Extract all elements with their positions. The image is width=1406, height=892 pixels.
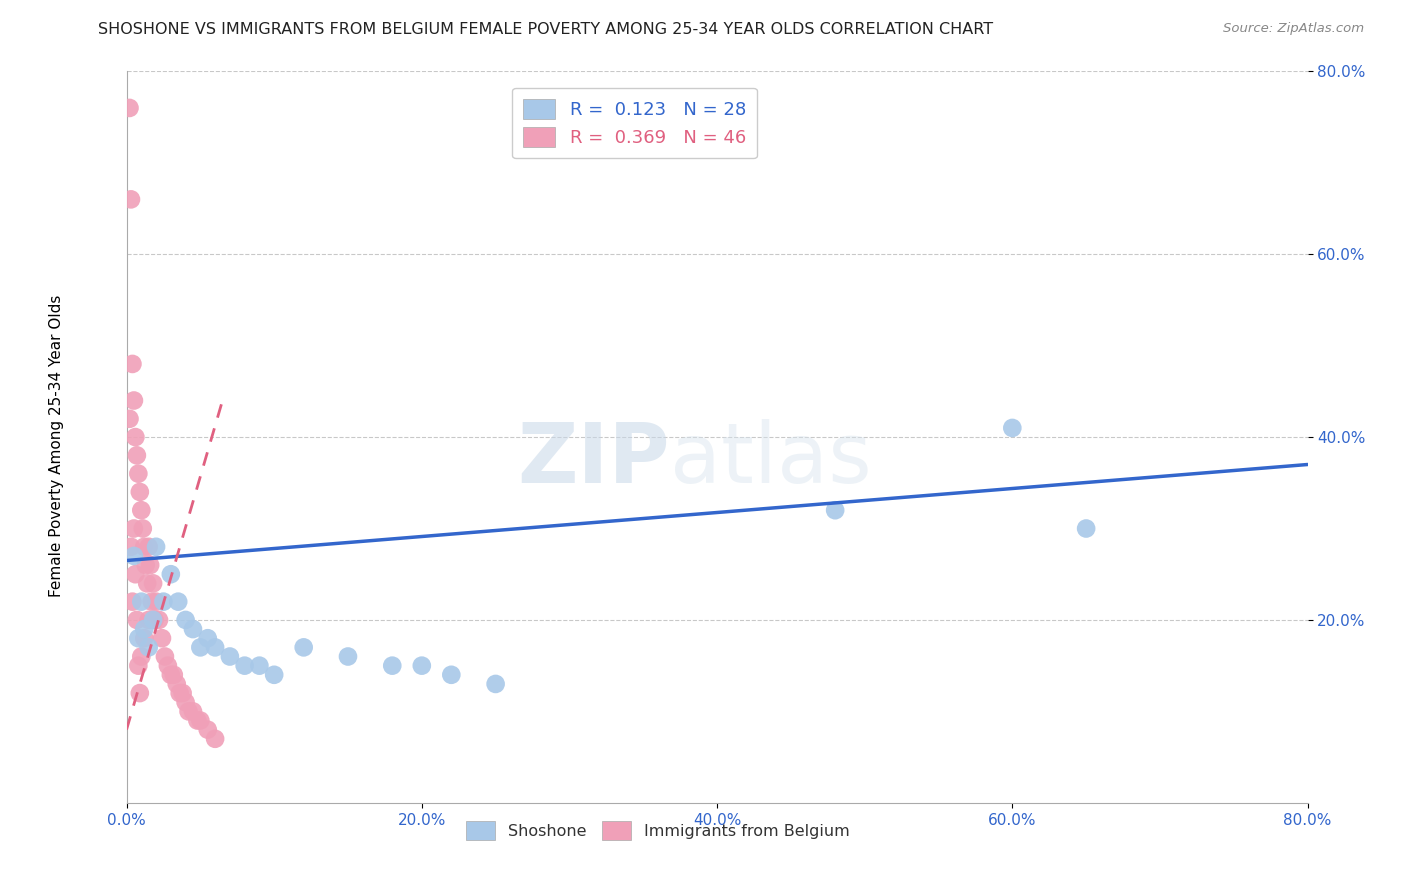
- Point: [337, 649, 360, 664]
- Point: [138, 640, 160, 655]
- Point: [188, 714, 212, 728]
- Point: [134, 632, 156, 646]
- Point: [181, 622, 204, 636]
- Point: [122, 549, 145, 563]
- Point: [122, 393, 145, 408]
- Point: [132, 521, 155, 535]
- Point: [124, 430, 146, 444]
- Point: [122, 521, 145, 535]
- Point: [128, 485, 150, 500]
- Point: [135, 558, 157, 573]
- Point: [129, 649, 153, 664]
- Point: [118, 412, 141, 426]
- Point: [167, 594, 190, 608]
- Point: [120, 192, 142, 206]
- Point: [127, 658, 149, 673]
- Point: [160, 567, 183, 582]
- Point: [145, 594, 167, 608]
- Point: [163, 667, 186, 681]
- Point: [440, 667, 463, 681]
- Point: [197, 632, 219, 646]
- Point: [233, 658, 256, 673]
- Point: [134, 622, 156, 636]
- Point: [138, 540, 160, 554]
- Point: [204, 731, 226, 746]
- Text: Source: ZipAtlas.com: Source: ZipAtlas.com: [1223, 22, 1364, 36]
- Point: [134, 540, 156, 554]
- Text: Female Poverty Among 25-34 Year Olds: Female Poverty Among 25-34 Year Olds: [49, 295, 63, 597]
- Point: [484, 677, 508, 691]
- Legend: Shoshone, Immigrants from Belgium: Shoshone, Immigrants from Belgium: [460, 814, 856, 846]
- Point: [1001, 421, 1024, 435]
- Point: [181, 705, 204, 719]
- Point: [142, 576, 165, 591]
- Text: ZIP: ZIP: [517, 418, 669, 500]
- Point: [138, 613, 160, 627]
- Point: [166, 677, 188, 691]
- Point: [152, 594, 174, 608]
- Point: [143, 613, 166, 627]
- Point: [139, 558, 162, 573]
- Point: [219, 649, 242, 664]
- Point: [160, 667, 183, 681]
- Point: [121, 357, 143, 371]
- Point: [411, 658, 433, 673]
- Point: [156, 658, 179, 673]
- Point: [145, 540, 167, 554]
- Point: [824, 503, 846, 517]
- Point: [121, 594, 143, 608]
- Point: [153, 649, 176, 664]
- Point: [141, 594, 163, 608]
- Point: [381, 658, 404, 673]
- Point: [174, 695, 197, 709]
- Point: [249, 658, 271, 673]
- Point: [127, 467, 149, 481]
- Point: [125, 448, 148, 462]
- Point: [148, 613, 170, 627]
- Point: [136, 576, 159, 591]
- Point: [120, 540, 142, 554]
- Point: [142, 613, 165, 627]
- Point: [263, 667, 285, 681]
- Point: [172, 686, 194, 700]
- Point: [186, 714, 208, 728]
- Point: [1076, 521, 1098, 535]
- Point: [128, 686, 150, 700]
- Point: [197, 723, 219, 737]
- Point: [188, 640, 212, 655]
- Text: atlas: atlas: [669, 418, 872, 500]
- Text: SHOSHONE VS IMMIGRANTS FROM BELGIUM FEMALE POVERTY AMONG 25-34 YEAR OLDS CORRELA: SHOSHONE VS IMMIGRANTS FROM BELGIUM FEMA…: [98, 22, 994, 37]
- Point: [204, 640, 226, 655]
- Point: [169, 686, 191, 700]
- Point: [118, 101, 141, 115]
- Point: [129, 594, 153, 608]
- Point: [174, 613, 197, 627]
- Point: [150, 632, 173, 646]
- Point: [177, 705, 200, 719]
- Point: [127, 632, 149, 646]
- Point: [292, 640, 315, 655]
- Point: [125, 613, 148, 627]
- Point: [129, 503, 153, 517]
- Point: [124, 567, 146, 582]
